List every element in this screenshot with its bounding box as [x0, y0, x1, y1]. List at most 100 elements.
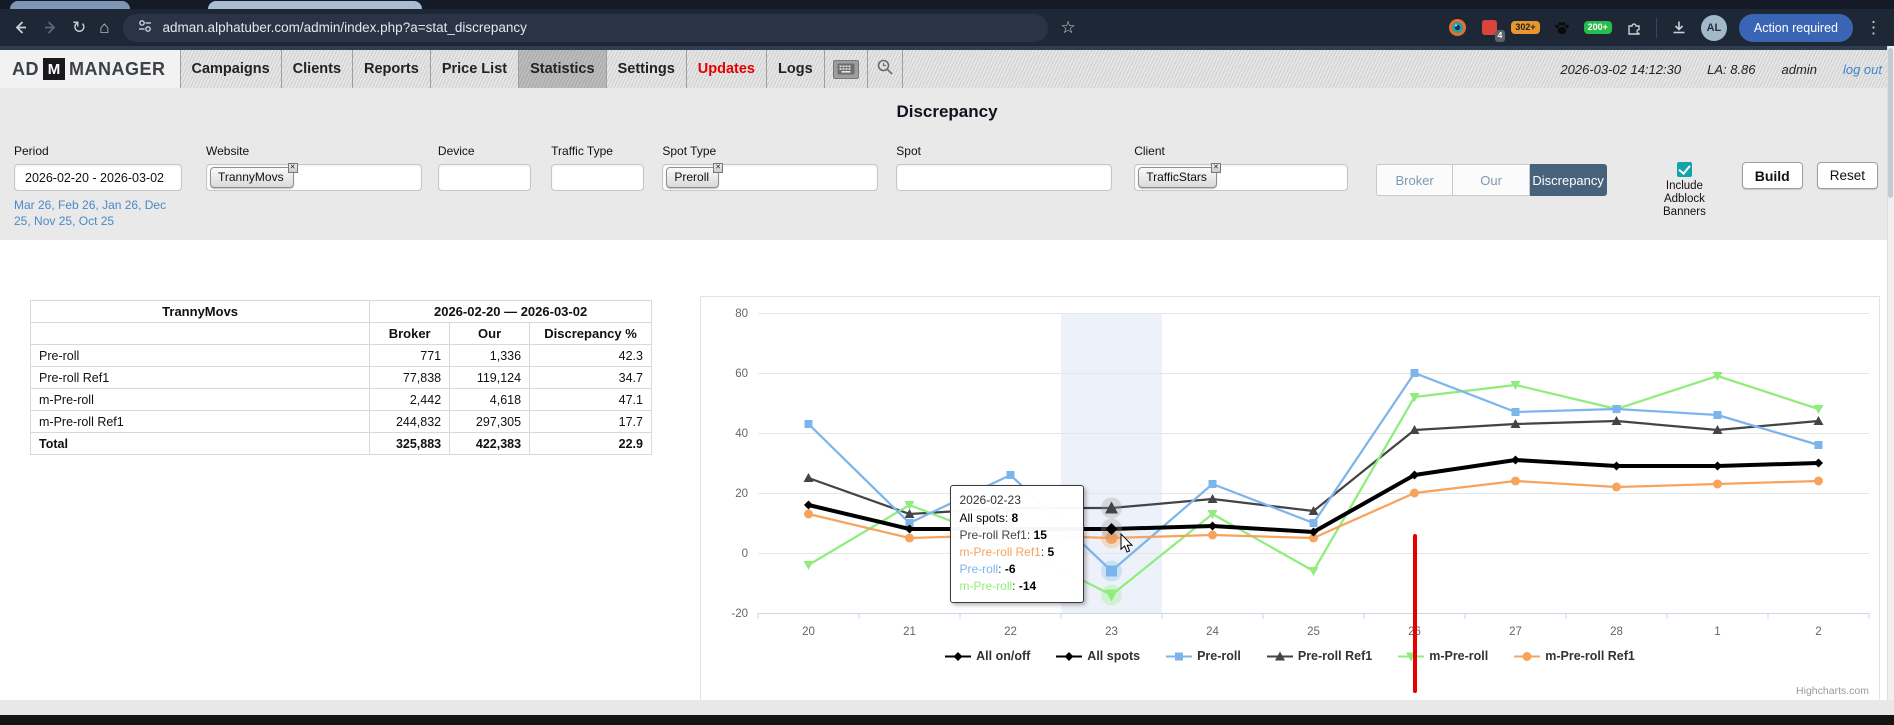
row-name: Pre-roll Ref1: [29, 366, 371, 389]
website-input[interactable]: TrannyMovs ✕: [206, 163, 422, 191]
marker-triangle-down: [904, 501, 915, 510]
legend-item-pre-roll[interactable]: Pre-roll: [1166, 649, 1241, 663]
spot-type-input[interactable]: Preroll ✕: [662, 163, 879, 191]
chip-remove-icon[interactable]: ✕: [287, 163, 298, 173]
keyboard-button[interactable]: [825, 50, 868, 88]
table-period: 2026-02-20 — 2026-03-02: [369, 300, 652, 323]
quick-link[interactable]: Dec 25: [14, 198, 167, 228]
quick-link[interactable]: Feb 26: [58, 198, 96, 212]
marker-diamond: [905, 524, 914, 534]
bookmark-star-icon[interactable]: ☆: [1060, 18, 1076, 37]
legend-item-pre-roll-ref1[interactable]: Pre-roll Ref1: [1266, 649, 1372, 663]
search-button[interactable]: [868, 50, 903, 88]
menu-item-campaigns[interactable]: Campaigns: [179, 50, 282, 88]
y-axis-label: 60: [735, 368, 748, 380]
quick-link[interactable]: Nov 25: [34, 214, 73, 228]
app-header: AD M MANAGER Campaigns Clients Reports Pric…: [0, 46, 1894, 88]
scrollbar-thumb[interactable]: [1888, 48, 1893, 198]
row-our-value: 1,336: [449, 344, 531, 367]
keyboard-icon: [832, 59, 859, 79]
x-axis-label: 28: [1610, 626, 1623, 638]
avatar[interactable]: AL: [1700, 14, 1727, 41]
kebab-menu-icon[interactable]: ⋮: [1865, 18, 1882, 37]
quick-link[interactable]: Mar 26: [14, 198, 52, 212]
legend-label: All spots: [1087, 649, 1141, 663]
menu-item-price-list[interactable]: Price List: [431, 50, 520, 88]
spot-input[interactable]: [900, 169, 1109, 186]
menu-item-reports[interactable]: Reports: [353, 50, 431, 88]
menu-item-clients[interactable]: Clients: [282, 50, 354, 88]
period-quick-links: Mar 26, Feb 26, Jan 26, Dec 25, Nov 25, …: [14, 198, 167, 228]
scrollbar[interactable]: [1887, 46, 1894, 700]
reset-button[interactable]: Reset: [1816, 162, 1878, 189]
action-required-button[interactable]: Action required: [1738, 13, 1853, 42]
legend-symbol-diamond: [945, 651, 972, 661]
tooltip-date: 2026-02-23: [959, 493, 1021, 507]
table-column-our: Our: [449, 322, 531, 345]
app-logo: AD M MANAGER: [0, 50, 180, 88]
menu-item-settings[interactable]: Settings: [607, 50, 687, 88]
mode-button-discrepancy[interactable]: Discrepancy: [1530, 164, 1608, 196]
reload-icon[interactable]: ↻: [72, 18, 87, 37]
traffic-type-input[interactable]: [555, 169, 641, 186]
build-button[interactable]: Build: [1741, 162, 1803, 189]
marker-triangle: [904, 509, 915, 518]
logout-link[interactable]: log out: [1842, 61, 1882, 77]
mode-button-broker[interactable]: Broker: [1376, 164, 1454, 196]
x-axis-label: 2: [1815, 626, 1821, 638]
orange-extension-badge[interactable]: 302+: [1511, 21, 1540, 34]
paw-extension-icon[interactable]: [1552, 18, 1572, 38]
marker-triangle: [1274, 651, 1285, 660]
x-axis-label: 23: [1105, 626, 1118, 638]
client-chip[interactable]: TrafficStars ✕: [1138, 163, 1221, 188]
forward-icon[interactable]: [42, 19, 59, 36]
chip-remove-icon[interactable]: ✕: [1210, 163, 1221, 173]
chart-tooltip: 2026-02-23 All spots: 8 Pre-roll Ref1: 15 m…: [949, 485, 1084, 603]
legend-item-all-on-off[interactable]: All on/off: [945, 649, 1030, 663]
chip-remove-icon[interactable]: ✕: [713, 163, 724, 173]
marker-diamond: [1612, 461, 1621, 471]
tooltip-series-name: Pre-roll Ref1: [959, 528, 1027, 542]
wheel-extension-icon[interactable]: [1447, 18, 1467, 38]
period-input[interactable]: [23, 169, 173, 186]
spot-type-chip[interactable]: Preroll ✕: [666, 163, 724, 188]
quick-link[interactable]: Oct 25: [78, 214, 115, 228]
red-extension-icon[interactable]: 4: [1479, 18, 1506, 42]
marker-square: [1814, 441, 1823, 449]
green-extension-badge[interactable]: 200+: [1583, 21, 1612, 34]
mode-button-our[interactable]: Our: [1453, 164, 1531, 196]
extensions-puzzle-icon[interactable]: [1624, 18, 1644, 38]
quick-link[interactable]: Jan 26: [102, 198, 139, 212]
legend-item-m-pre-roll[interactable]: m-Pre-roll: [1398, 649, 1488, 663]
legend-item-m-pre-roll-ref1[interactable]: m-Pre-roll Ref1: [1514, 649, 1635, 663]
home-icon[interactable]: ⌂: [99, 18, 110, 37]
download-icon[interactable]: [1669, 18, 1689, 38]
device-label: Device: [437, 144, 475, 158]
site-info-icon[interactable]: [137, 18, 153, 37]
browser-tab[interactable]: [208, 1, 422, 9]
menu-item-logs[interactable]: Logs: [767, 50, 825, 88]
marker-triangle-down: [803, 561, 814, 570]
back-icon[interactable]: [12, 19, 29, 36]
x-axis-label: 27: [1509, 626, 1522, 638]
row-name: Pre-roll: [29, 344, 371, 367]
marker-circle: [1511, 476, 1520, 486]
menu-item-updates[interactable]: Updates: [687, 50, 767, 88]
row-name: m-Pre-roll: [29, 388, 371, 411]
website-chip[interactable]: TrannyMovs ✕: [210, 163, 298, 188]
client-input[interactable]: TrafficStars ✕: [1134, 163, 1349, 191]
traffic-type-label: Traffic Type: [551, 144, 613, 158]
browser-tab[interactable]: [10, 1, 130, 9]
y-axis-label: 20: [735, 488, 748, 500]
marker-circle: [1309, 533, 1318, 543]
content-area: TrannyMovs 2026-02-20 — 2026-03-02 Broker O…: [0, 240, 1894, 715]
adblock-checkbox[interactable]: [1676, 162, 1692, 177]
menu-item-statistics[interactable]: Statistics: [519, 50, 607, 88]
legend-item-all-spots[interactable]: All spots: [1056, 649, 1140, 663]
device-input[interactable]: [441, 169, 528, 186]
search-icon: [876, 58, 894, 81]
filter-panel: Discrepancy Period Mar 26, Feb 26, Jan 2…: [0, 88, 1894, 240]
url-bar[interactable]: adman.alphatuber.com/admin/index.php?a=s…: [122, 13, 1048, 42]
legend-label: Pre-roll: [1197, 649, 1241, 663]
tooltip-series-name: All spots: [959, 511, 1005, 525]
